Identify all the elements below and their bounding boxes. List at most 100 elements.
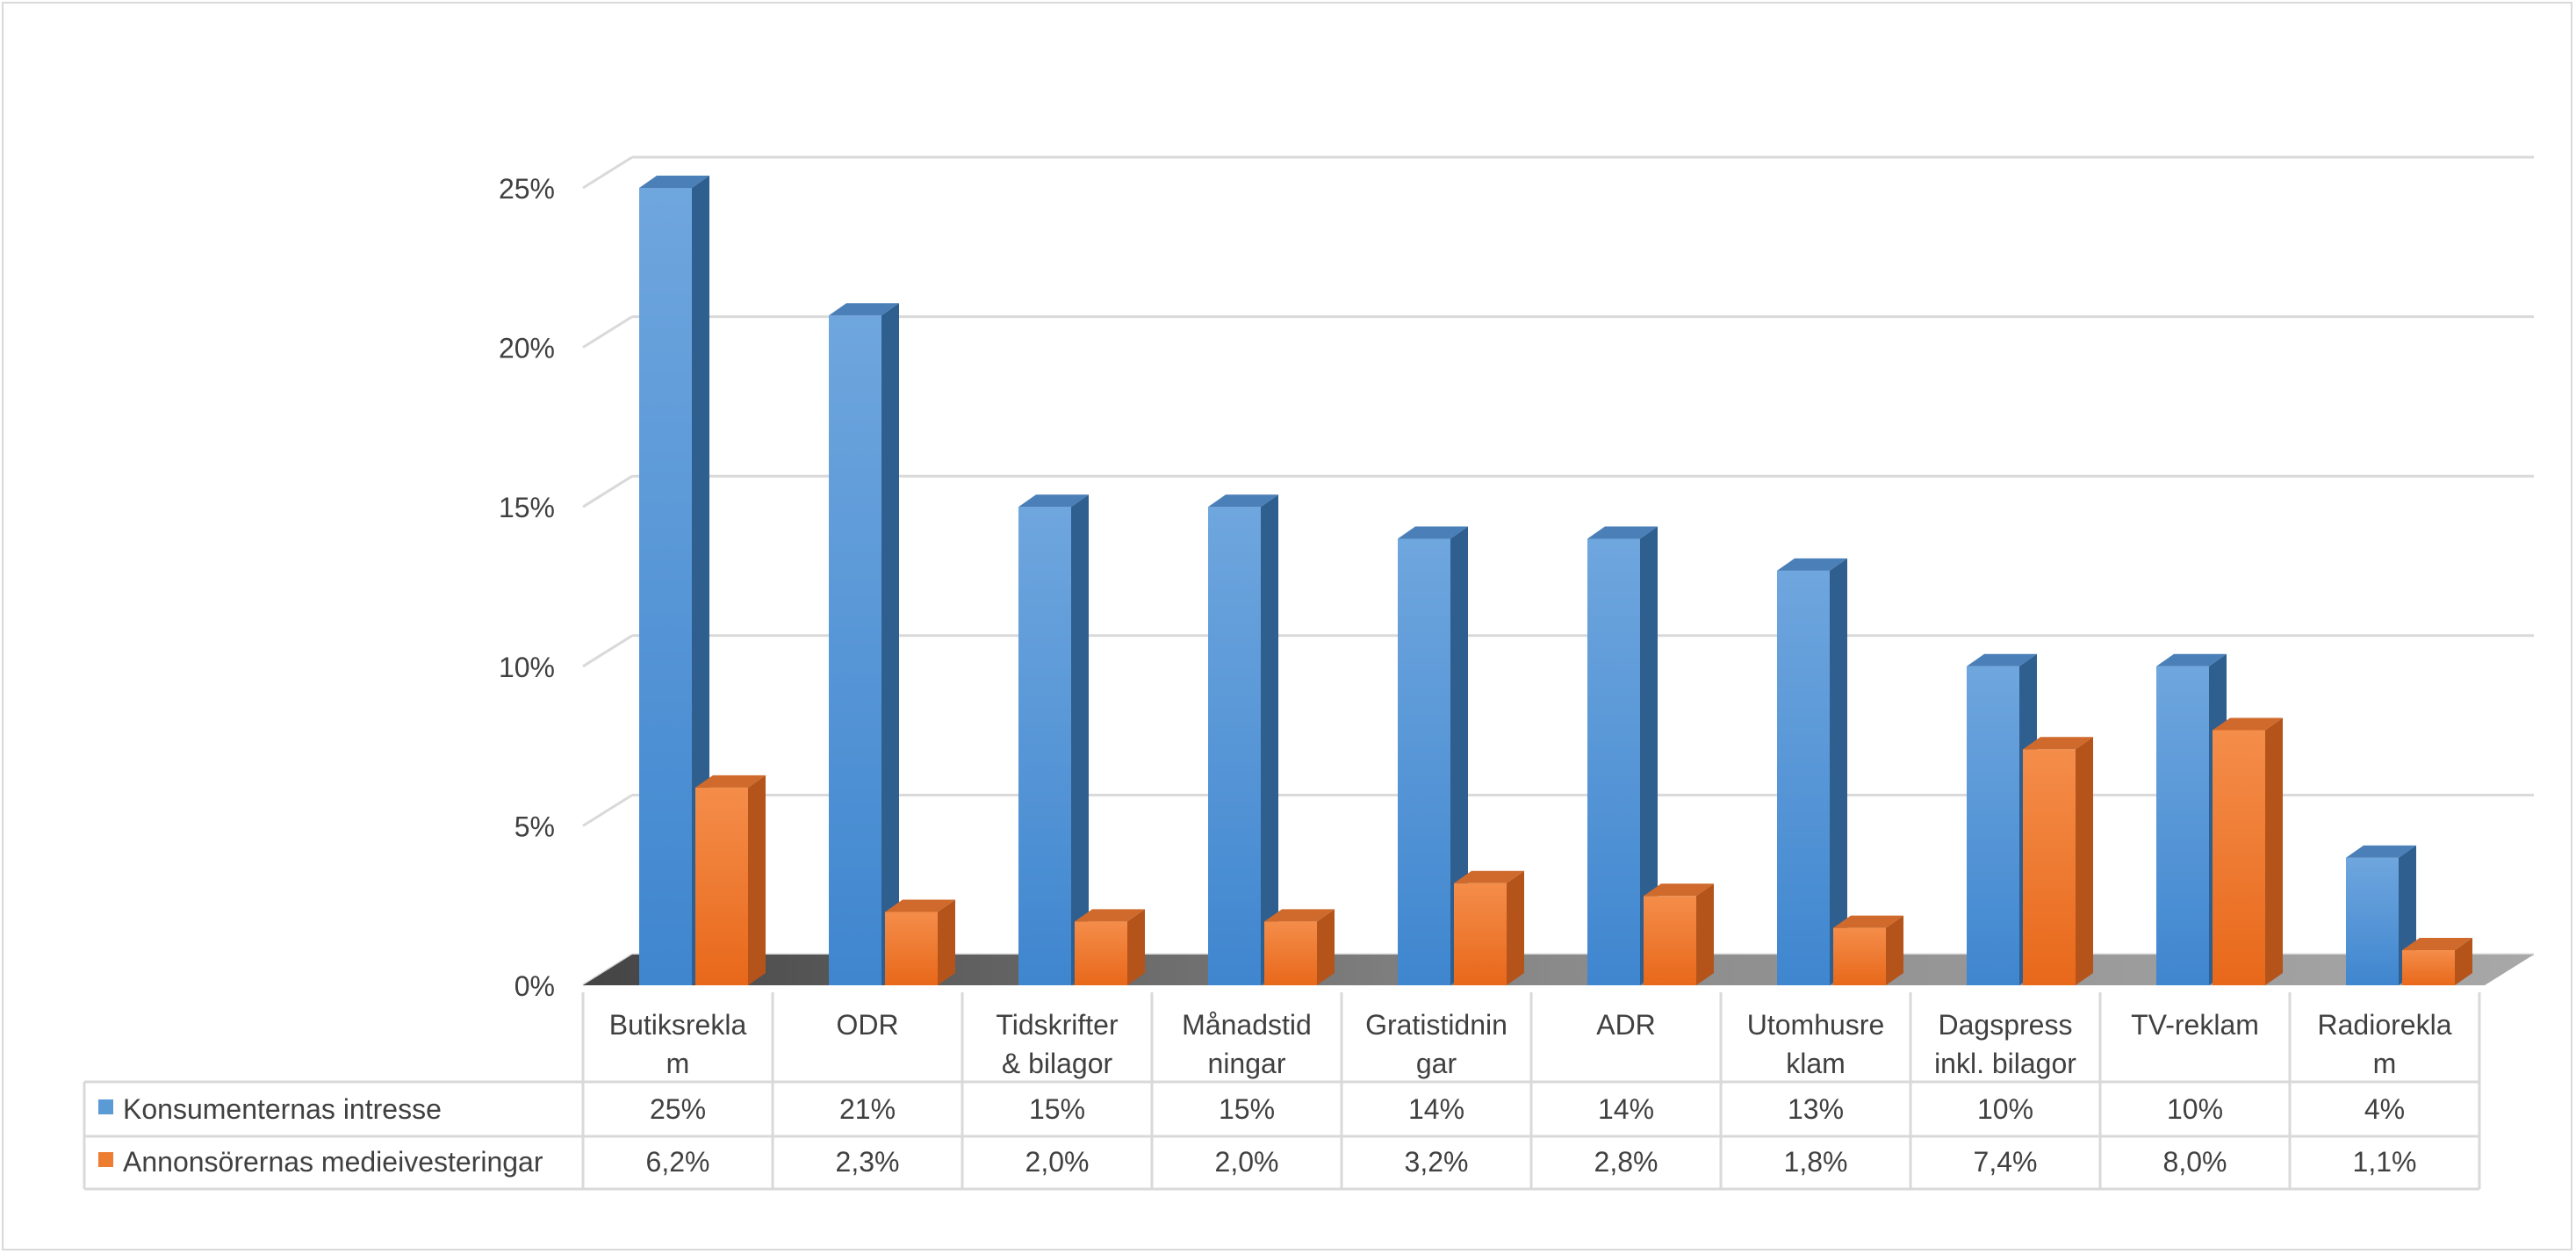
bar-annonsor-top bbox=[695, 775, 766, 788]
bar-annonsor bbox=[2213, 717, 2283, 985]
category-label: m bbox=[666, 1048, 690, 1079]
gridline-depth bbox=[582, 315, 633, 349]
bar-konsument-top bbox=[829, 303, 899, 316]
y-tick-label: 15% bbox=[499, 492, 555, 523]
bar-annonsor-side bbox=[2265, 717, 2283, 985]
y-tick-label: 5% bbox=[514, 811, 555, 842]
bar-konsument-front bbox=[1018, 507, 1071, 985]
bar-konsument-side bbox=[1450, 526, 1468, 985]
y-tick-label: 10% bbox=[499, 652, 555, 683]
table-cell: 7,4% bbox=[1974, 1146, 2038, 1178]
bar-annonsor-top bbox=[2402, 938, 2472, 951]
table-cell: 1,8% bbox=[1784, 1146, 1848, 1178]
legend-swatch-annonsor bbox=[98, 1152, 113, 1167]
category-label: Dagspress bbox=[1939, 1009, 2073, 1041]
bar-annonsor-top bbox=[885, 899, 955, 912]
bar-konsument-front bbox=[1587, 538, 1640, 985]
bar-konsument-top bbox=[1208, 494, 1278, 508]
bar-konsument bbox=[1777, 558, 1847, 985]
gridline-depth bbox=[582, 794, 633, 827]
category-label: ningar bbox=[1208, 1048, 1286, 1079]
bar-annonsor-front bbox=[1075, 921, 1127, 985]
table-cell: 2,0% bbox=[1025, 1146, 1090, 1178]
bar-annonsor bbox=[695, 775, 766, 985]
bar-annonsor-side bbox=[1317, 909, 1335, 985]
bar-annonsor-front bbox=[695, 787, 748, 985]
table-cell: 14% bbox=[1408, 1093, 1464, 1125]
bar-annonsor-side bbox=[2455, 938, 2472, 985]
y-tick-label: 25% bbox=[499, 173, 555, 205]
table-cell: 1,1% bbox=[2353, 1146, 2417, 1178]
bar-konsument-front bbox=[1398, 538, 1450, 985]
gridline-depth bbox=[582, 474, 633, 508]
table-cell: 10% bbox=[1977, 1093, 2033, 1125]
category-label: ODR bbox=[836, 1009, 898, 1041]
bar-konsument bbox=[1398, 526, 1468, 985]
category-label: Månadstid bbox=[1182, 1009, 1312, 1041]
bar-annonsor-side bbox=[1507, 870, 1524, 985]
bar-annonsor bbox=[1833, 915, 1903, 985]
bar-annonsor-top bbox=[1454, 870, 1524, 883]
bar-annonsor-top bbox=[2023, 737, 2093, 750]
bar-annonsor bbox=[885, 899, 955, 985]
gridline-depth bbox=[582, 155, 633, 190]
legend-label: Konsumenternas intresse bbox=[123, 1093, 442, 1125]
bar-konsument-top bbox=[2156, 653, 2227, 667]
bar-konsument-front bbox=[1967, 666, 2019, 985]
bar-konsument-front bbox=[1208, 507, 1261, 985]
bar-konsument-side bbox=[881, 303, 899, 985]
category-label: klam bbox=[1786, 1048, 1846, 1079]
bar-annonsor bbox=[2023, 737, 2093, 985]
bar-konsument-top bbox=[1018, 494, 1089, 508]
bar-annonsor-side bbox=[2076, 737, 2093, 985]
bar-konsument bbox=[1018, 494, 1089, 985]
bar-konsument-side bbox=[1640, 526, 1658, 985]
bar-annonsor bbox=[1454, 870, 1524, 985]
bar-konsument-side bbox=[1071, 494, 1089, 985]
bar-konsument-side bbox=[1830, 558, 1847, 985]
table-cell: 15% bbox=[1029, 1093, 1085, 1125]
category-label: & bilagor bbox=[1002, 1048, 1113, 1079]
bar-konsument-top bbox=[1967, 653, 2037, 667]
table-cell: 8,0% bbox=[2163, 1146, 2227, 1178]
bar-konsument bbox=[1208, 494, 1278, 985]
table-cell: 15% bbox=[1219, 1093, 1275, 1125]
category-label: m bbox=[2373, 1048, 2397, 1079]
table-cell: 4% bbox=[2364, 1093, 2405, 1125]
bar-konsument-front bbox=[1777, 570, 1830, 985]
bar-annonsor-side bbox=[938, 899, 955, 985]
bar-chart-3d: 0% 5% 10% 15% 20% 25% Butiksrekla m ODR Tidskrif… bbox=[83, 155, 2534, 1191]
category-label: ADR bbox=[1596, 1009, 1656, 1041]
table-cell: 10% bbox=[2167, 1093, 2223, 1125]
category-label: Radiorekla bbox=[2318, 1009, 2452, 1041]
table-cell: 6,2% bbox=[646, 1146, 710, 1178]
table-cell: 2,0% bbox=[1215, 1146, 1279, 1178]
table-cell: 25% bbox=[650, 1093, 706, 1125]
table-cell: 2,3% bbox=[836, 1146, 900, 1178]
bar-annonsor-top bbox=[1075, 909, 1145, 922]
bar-konsument-front bbox=[639, 188, 692, 985]
bar-annonsor-top bbox=[1644, 883, 1714, 897]
legend-label: Annonsörernas medieivesteringar bbox=[123, 1146, 543, 1178]
category-label: Tidskrifter bbox=[996, 1009, 1119, 1041]
bar-konsument-front bbox=[2346, 857, 2399, 985]
bar-annonsor-front bbox=[2402, 950, 2455, 985]
table-cell: 3,2% bbox=[1405, 1146, 1469, 1178]
bar-annonsor-side bbox=[1696, 883, 1714, 985]
y-tick-label: 20% bbox=[499, 333, 555, 364]
table-cell: 21% bbox=[839, 1093, 896, 1125]
gridline-depth bbox=[582, 634, 633, 668]
bar-konsument bbox=[1587, 526, 1658, 985]
bar-annonsor bbox=[1644, 883, 1714, 985]
table-cell: 13% bbox=[1788, 1093, 1844, 1125]
category-label: gar bbox=[1416, 1048, 1457, 1079]
y-tick-label: 0% bbox=[514, 970, 555, 1002]
bar-annonsor-top bbox=[1833, 915, 1903, 928]
bar-annonsor-front bbox=[1833, 927, 1886, 985]
bar-annonsor-top bbox=[1264, 909, 1335, 922]
table-cell: 2,8% bbox=[1594, 1146, 1659, 1178]
bar-annonsor-side bbox=[1886, 915, 1903, 985]
category-label: inkl. bilagor bbox=[1934, 1048, 2076, 1079]
bar-annonsor-front bbox=[2213, 730, 2265, 985]
table-cell: 14% bbox=[1598, 1093, 1654, 1125]
